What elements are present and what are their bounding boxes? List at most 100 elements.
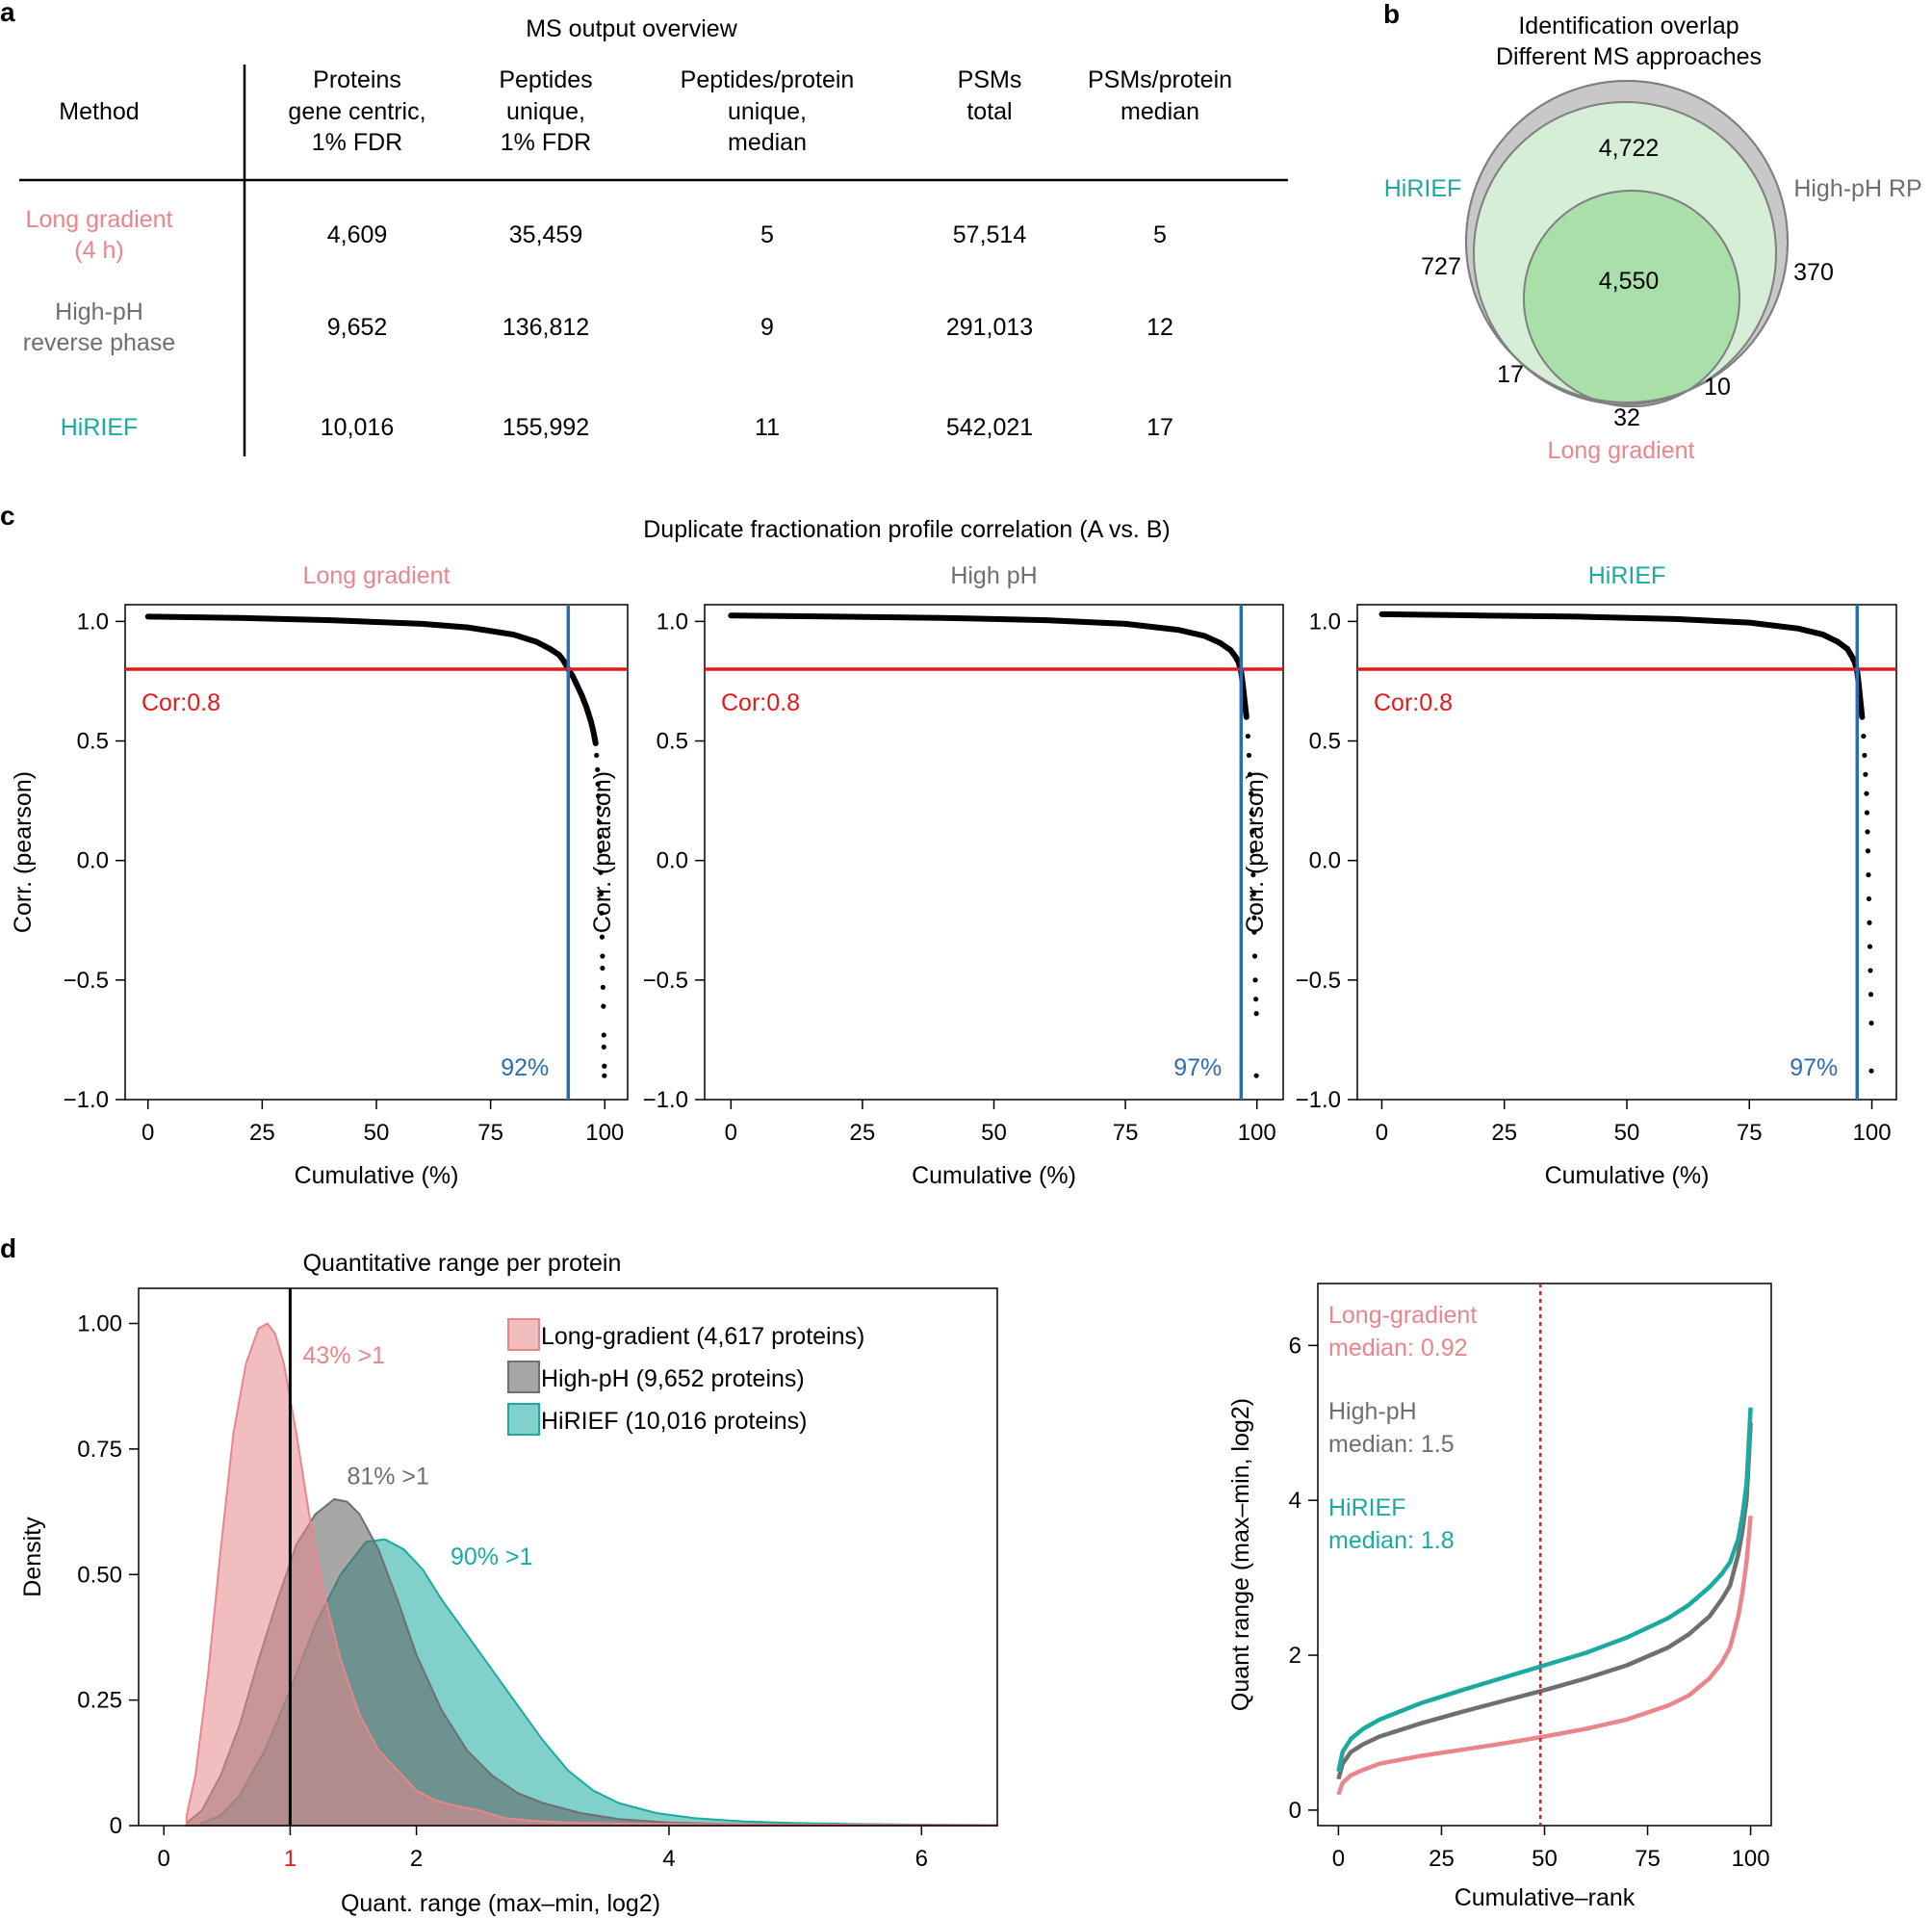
venn-title-line1: Identification overlap: [1518, 13, 1739, 39]
header-pep-per-protein-line1: Peptides/protein: [681, 66, 855, 93]
data-point: [601, 1032, 606, 1038]
x-tick-label: 50: [1614, 1120, 1640, 1146]
x-tick-label: 50: [981, 1120, 1007, 1146]
y-tick-label: −1.0: [643, 1087, 688, 1113]
median-legend-value: median: 1.5: [1328, 1431, 1455, 1458]
data-point: [1863, 771, 1868, 777]
table-cell: 4,609: [327, 221, 388, 248]
density-plot: Quantitative range per protein 0 0.25 0.50 0…: [19, 1250, 998, 1917]
method-high-ph-line1: High-pH: [55, 298, 143, 325]
header-proteins-line3: 1% FDR: [312, 129, 402, 156]
legend-label: High-pH (9,652 proteins): [541, 1365, 805, 1392]
data-point: [1251, 915, 1257, 921]
plot-title: HiRIEF: [1588, 562, 1666, 589]
data-point: [1868, 992, 1874, 998]
panel-letter-d: d: [0, 1233, 16, 1263]
y-tick-label: 0.5: [77, 729, 109, 755]
header-peptides-line3: 1% FDR: [501, 129, 591, 156]
x-tick-label: 100: [1732, 1846, 1770, 1872]
venn-region-fill: [1524, 191, 1739, 402]
data-point: [1249, 829, 1255, 835]
header-proteins-line2: gene centric,: [288, 98, 425, 125]
table-cell: 11: [755, 414, 780, 441]
data-point: [1250, 891, 1257, 897]
data-point: [601, 1044, 606, 1050]
y-tick-label: −0.5: [1296, 968, 1341, 994]
data-point: [594, 752, 600, 759]
data-point: [1865, 829, 1870, 835]
method-hirief: HiRIEF: [61, 414, 139, 441]
cutoff-label: Cor:0.8: [721, 689, 800, 716]
data-point: [1867, 944, 1873, 949]
table-row-high-ph: High-pH reverse phase 9,652 136,812 9 29…: [23, 298, 1173, 356]
data-point: [1251, 953, 1258, 959]
venn-count-hirief-high-ph: 4,722: [1599, 135, 1660, 162]
data-point: [597, 848, 604, 854]
percentile-label: 97%: [1173, 1054, 1222, 1081]
table-cell: 291,013: [946, 314, 1033, 341]
panel-letter-b: b: [1383, 0, 1400, 29]
median-legend-name: HiRIEF: [1328, 1494, 1406, 1521]
table-cell: 542,021: [946, 414, 1033, 441]
y-tick-label: 1.00: [77, 1311, 122, 1337]
correlation-plot-high-ph: High pH −1.0 −0.5 0.0 0.5 1.0 0 25 50 75 100 Cumula…: [589, 562, 1284, 1189]
header-psms-line2: total: [966, 98, 1012, 125]
x-axis-label: Cumulative (%): [295, 1162, 459, 1189]
y-tick-label: 0.75: [77, 1437, 122, 1463]
x-tick-label: 25: [1491, 1120, 1517, 1146]
x-tick-label: 25: [1429, 1846, 1455, 1872]
correlation-curve: [1378, 610, 1866, 720]
legend-swatch: [507, 1318, 540, 1351]
data-point: [1252, 997, 1259, 1002]
data-point: [1868, 1068, 1874, 1074]
x-tick-label: 25: [850, 1120, 876, 1146]
x-tick-label: 75: [1113, 1120, 1139, 1146]
data-point: [1247, 771, 1253, 777]
data-point: [1249, 791, 1254, 796]
x-tick-label: 100: [1853, 1120, 1892, 1146]
y-axis-label: Corr. (pearson): [10, 771, 37, 933]
y-tick-label: 0: [110, 1813, 122, 1839]
table-cell: 5: [760, 221, 774, 248]
x-tick-label: 6: [915, 1846, 928, 1872]
venn-region-all-three: [1524, 191, 1739, 402]
plot-frame: [704, 604, 1284, 1101]
venn-title-line2: Different MS approaches: [1496, 43, 1762, 70]
venn-count-long-only: 32: [1613, 404, 1640, 431]
data-point: [599, 934, 605, 940]
table-cell: 5: [1153, 221, 1167, 248]
y-tick-label: 0.0: [657, 848, 688, 874]
header-psms-per-protein-line1: PSMs/protein: [1088, 66, 1232, 93]
data-point: [595, 766, 601, 772]
data-point: [1862, 752, 1868, 759]
y-tick-label: 1.0: [1309, 609, 1341, 635]
header-method: Method: [59, 98, 139, 125]
table-cell: 17: [1146, 414, 1173, 441]
venn-label-hirief: HiRIEF: [1384, 175, 1462, 202]
table-cell: 10,016: [321, 414, 394, 441]
plot-title: High pH: [950, 562, 1037, 589]
header-psms-line1: PSMs: [958, 66, 1022, 93]
method-long-gradient-line2: (4 h): [74, 237, 123, 264]
plot-frame: [124, 604, 629, 1101]
legend-swatch: [507, 1403, 540, 1436]
data-point: [596, 805, 602, 811]
y-tick-label: −0.5: [643, 968, 688, 994]
data-point: [1251, 929, 1257, 935]
data-point: [1861, 733, 1867, 739]
data-point: [1867, 920, 1872, 925]
panel-c-correlation: c Duplicate fractionation profile correl…: [0, 501, 1897, 1189]
data-point: [598, 891, 605, 897]
data-point: [596, 793, 602, 799]
y-tick-label: −1.0: [64, 1087, 109, 1113]
data-point: [1249, 810, 1254, 816]
table-title: MS output overview: [526, 15, 737, 42]
x-tick-label: 0: [1332, 1846, 1345, 1872]
y-axis-label: Density: [19, 1517, 46, 1597]
density-area-series-0: [185, 1322, 998, 1827]
data-point: [1252, 977, 1258, 983]
venn-count-all-three: 4,550: [1599, 268, 1660, 295]
x-tick-label: 0: [158, 1846, 170, 1872]
rank-curve-series-2: [1336, 1407, 1753, 1773]
median-legend-name: High-pH: [1328, 1398, 1417, 1425]
